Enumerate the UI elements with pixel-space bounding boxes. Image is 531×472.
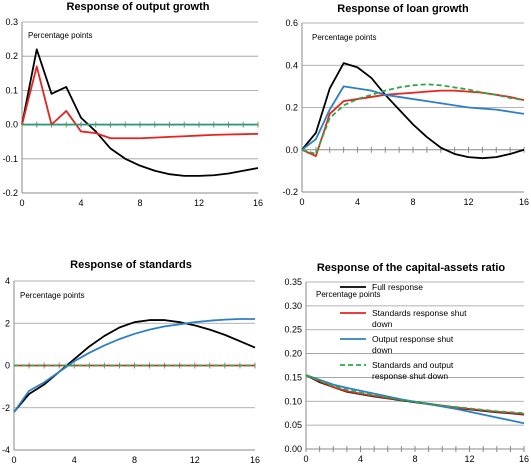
y-tick-label: 0.25 [284, 325, 302, 335]
panel-note: Percentage points [316, 290, 381, 299]
y-tick-label: 0.15 [284, 372, 302, 382]
y-tick-label: -0.2 [282, 187, 298, 197]
legend-label-line: down [372, 345, 393, 355]
x-tick-label: 8 [132, 455, 137, 465]
y-tick-label: 0.20 [284, 349, 302, 359]
x-tick-label: 16 [519, 197, 529, 207]
y-tick-label: 0 [5, 361, 10, 371]
legend-label: Standards response shut down [372, 308, 467, 329]
chart-title: Response of the capital-assets ratio [317, 262, 506, 274]
series-line-3 [301, 85, 525, 151]
legend-label-line: down [372, 319, 393, 329]
legend-label-line: response shut down [372, 371, 448, 381]
x-tick-label: 0 [299, 197, 304, 207]
chart-title: Response of loan growth [337, 3, 469, 15]
series-line-4 [301, 83, 525, 155]
y-tick-label: 0.3 [5, 17, 18, 27]
panel-standards: Response of standards -4 -2 0 2 4 0 4 8 12 16 Perc… [2, 259, 260, 465]
panel-loan-growth: Response of loan growth -0.2 0.0 0.2 0.4 0.6… [282, 3, 529, 207]
y-tick-label: 0.2 [5, 51, 18, 61]
x-tick-label: 12 [194, 198, 204, 208]
x-tick-label: 4 [358, 454, 363, 464]
legend-label-line: Full response [372, 282, 423, 292]
legend-label-line: Standards response shut [372, 308, 467, 318]
x-tick-label: 12 [190, 455, 200, 465]
y-tick-label: -2 [2, 403, 10, 413]
series-line-4 [305, 374, 525, 415]
x-tick-label: 0 [19, 198, 24, 208]
y-tick-label: 4 [5, 276, 10, 286]
x-tick-label: 8 [137, 198, 142, 208]
y-tick-label: 0.35 [284, 277, 302, 287]
x-tick-label: 4 [72, 455, 77, 465]
y-tick-label: 0.00 [284, 444, 302, 454]
legend-label: Full response [372, 282, 423, 292]
panel-note: Percentage points [28, 31, 93, 40]
x-tick-label: 8 [412, 454, 417, 464]
x-tick-label: 0 [11, 455, 16, 465]
chart-title: Response of output growth [67, 1, 210, 13]
x-tick-label: 0 [303, 454, 308, 464]
series-line-1 [21, 48, 259, 177]
series-line-2 [21, 65, 259, 140]
y-tick-label: 0.05 [284, 420, 302, 430]
x-tick-label: 12 [464, 454, 474, 464]
x-tick-label: 4 [78, 198, 83, 208]
legend-label-line: Standards and output [372, 360, 454, 370]
x-tick-label: 16 [250, 455, 260, 465]
x-tick-label: 12 [463, 197, 473, 207]
y-tick-label: 0.1 [5, 85, 18, 95]
series-line-3 [305, 374, 525, 425]
x-tick-label: 8 [410, 197, 415, 207]
y-tick-label: -0.2 [2, 188, 18, 198]
y-tick-label: 0.4 [285, 60, 298, 70]
chart-title: Response of standards [70, 259, 192, 271]
y-tick-label: 0.2 [285, 103, 298, 113]
y-tick-label: -4 [2, 445, 10, 455]
y-tick-label: 0.0 [285, 145, 298, 155]
y-tick-label: 0.6 [285, 18, 298, 28]
legend-label: Standards and output response shut down [372, 360, 454, 381]
panel-output-growth: Response of output growth -0.2 -0.1 0.0 0.1… [2, 1, 263, 208]
panel-capital-assets-ratio: Response of the capital-assets ratio 0.0… [284, 262, 529, 464]
panel-note: Percentage points [20, 291, 85, 300]
panel-note: Percentage points [312, 33, 377, 42]
x-tick-label: 4 [355, 197, 360, 207]
x-tick-label: 16 [519, 454, 529, 464]
y-tick-label: 0.10 [284, 396, 302, 406]
x-tick-label: 16 [253, 198, 263, 208]
series-line-1 [301, 62, 525, 160]
series-line-3 [13, 318, 255, 413]
legend-label: Output response shut down [372, 334, 454, 355]
legend-label-line: Output response shut [372, 334, 454, 344]
y-tick-label: 0.30 [284, 301, 302, 311]
y-tick-label: 2 [5, 318, 10, 328]
y-tick-label: 0.0 [5, 120, 18, 130]
y-tick-label: -0.1 [2, 154, 18, 164]
